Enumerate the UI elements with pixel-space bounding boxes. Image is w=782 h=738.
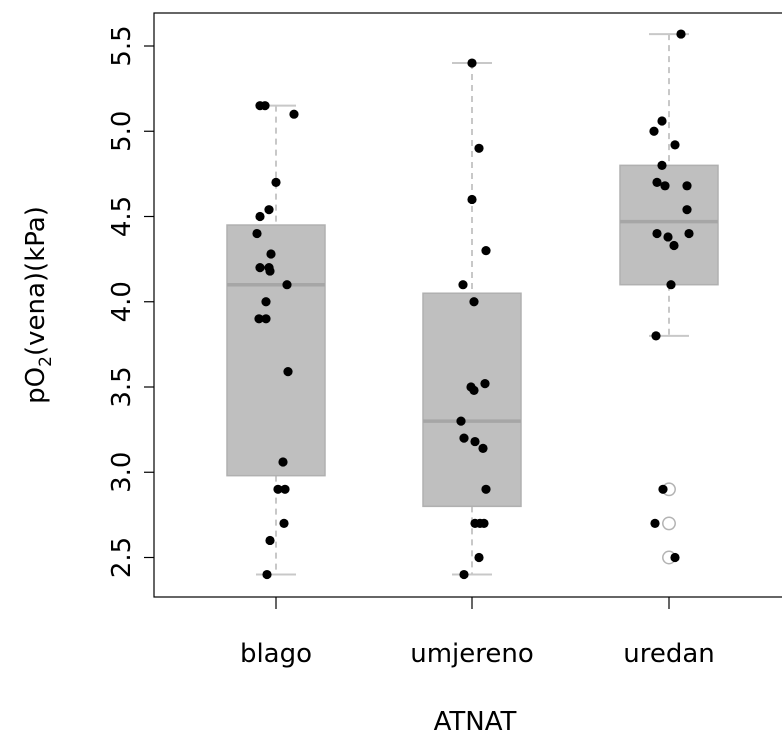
data-point [282, 280, 292, 290]
data-point [670, 552, 680, 563]
data-point [459, 433, 469, 443]
iqr-box [422, 292, 522, 508]
data-point [271, 177, 281, 187]
y-axis-label-subscript: 2 [36, 356, 56, 367]
data-point [265, 535, 275, 546]
x-tick-label-umjereno: umjereno [410, 639, 534, 669]
y-axis-label: pO2(vena)(kPa) [21, 206, 56, 404]
data-point [279, 518, 289, 529]
box-uredan [619, 33, 719, 565]
data-point [682, 181, 692, 191]
data-point [456, 416, 466, 426]
data-point [684, 228, 694, 239]
data-point [289, 109, 299, 119]
data-point [479, 518, 489, 529]
box-blago [226, 104, 326, 576]
data-point [467, 58, 477, 68]
data-point [660, 181, 670, 191]
data-point [669, 240, 679, 251]
data-point [264, 205, 274, 215]
iqr-box [226, 224, 326, 477]
y-tick-label: 3.5 [107, 366, 137, 407]
data-point [459, 569, 469, 580]
y-tick-label: 4.0 [107, 281, 137, 322]
y-axis-label-main: pO [21, 367, 51, 404]
x-tick-label-blago: blago [240, 639, 312, 669]
data-point [480, 378, 490, 389]
y-tick-label: 3.0 [107, 452, 137, 493]
data-point [651, 331, 661, 341]
data-point [280, 484, 290, 494]
data-point [481, 484, 491, 494]
data-point [666, 280, 676, 290]
x-tick-label-uredan: uredan [623, 639, 715, 669]
data-point [676, 29, 686, 39]
data-point [255, 211, 265, 222]
data-point [283, 367, 293, 377]
iqr-box [619, 164, 719, 286]
data-point [262, 569, 272, 580]
data-point [657, 116, 667, 126]
plot-frame [153, 12, 782, 598]
data-point [467, 194, 477, 205]
y-tick-label: 4.5 [107, 196, 137, 237]
y-axis: 2.5 3.0 3.5 4.0 4.5 5.0 5.5 [107, 25, 154, 578]
x-axis-label: ATNAT [434, 707, 517, 737]
data-point [652, 177, 662, 187]
data-point [478, 443, 488, 453]
data-point [255, 263, 265, 273]
data-point [650, 518, 660, 529]
x-axis: blago umjereno uredan [240, 597, 715, 669]
y-tick-label: 2.5 [107, 537, 137, 578]
y-tick-label: 5.0 [107, 111, 137, 152]
data-point [261, 314, 271, 324]
data-point [469, 385, 479, 396]
data-point [663, 232, 673, 242]
box-umjereno [422, 62, 522, 576]
data-point [657, 160, 667, 170]
outlier-marker [662, 516, 676, 531]
data-point [260, 101, 270, 111]
data-point [273, 484, 283, 494]
data-point [265, 266, 275, 276]
data-point [252, 228, 262, 239]
y-axis-label-rest: (vena)(kPa) [21, 206, 51, 356]
data-point [652, 228, 662, 239]
data-point [261, 297, 271, 307]
data-point [458, 280, 468, 290]
data-point [481, 246, 491, 256]
data-point [278, 457, 288, 467]
data-point [266, 249, 276, 259]
data-point [682, 205, 692, 215]
points-layer [252, 29, 694, 580]
data-point [474, 143, 484, 153]
data-point [469, 297, 479, 307]
data-point [474, 552, 484, 563]
data-point [470, 436, 480, 447]
data-point [658, 484, 668, 494]
y-tick-label: 5.5 [107, 25, 137, 66]
data-point [649, 126, 659, 136]
data-point [254, 314, 264, 324]
data-point [670, 140, 680, 150]
